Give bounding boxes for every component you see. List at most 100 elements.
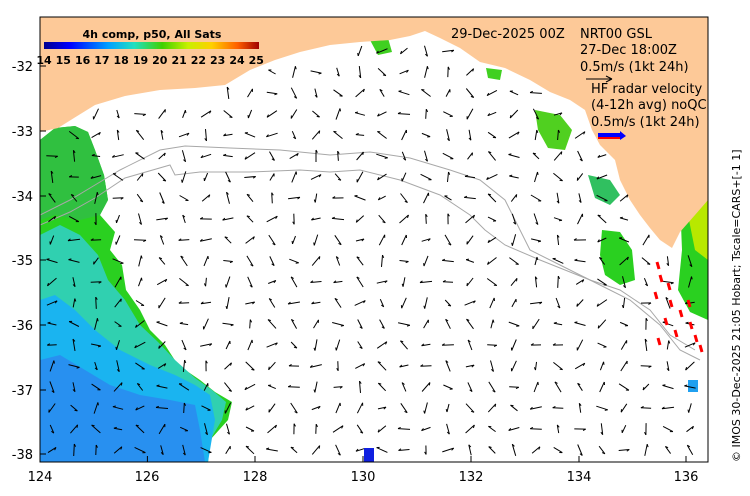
current-arrow-head — [229, 116, 233, 118]
current-arrow — [310, 281, 322, 283]
current-arrow — [445, 319, 451, 329]
current-arrow — [136, 173, 144, 181]
current-arrow — [552, 258, 564, 264]
current-arrow — [94, 318, 98, 330]
current-arrow-head — [626, 449, 630, 452]
current-arrow — [381, 255, 383, 267]
current-arrow — [225, 340, 231, 350]
current-arrow-head — [377, 197, 381, 201]
current-arrow — [245, 301, 255, 305]
current-arrow-head — [648, 365, 652, 368]
current-arrow — [620, 340, 628, 350]
current-arrow-head — [228, 389, 232, 392]
current-arrow — [666, 256, 670, 266]
current-arrow — [226, 87, 230, 99]
current-arrow-head — [182, 452, 186, 456]
current-arrow — [91, 343, 101, 347]
current-arrow — [401, 382, 407, 392]
current-arrow — [224, 362, 232, 370]
current-arrow-head — [554, 381, 558, 384]
current-arrow — [684, 385, 696, 389]
current-arrow — [421, 382, 431, 392]
current-arrow-head — [252, 176, 256, 179]
current-arrow-head — [662, 384, 666, 386]
current-arrow — [465, 88, 475, 98]
current-arrow — [359, 381, 361, 393]
current-arrow-head — [425, 53, 428, 57]
current-arrow — [292, 235, 296, 245]
current-arrow-head — [578, 402, 582, 407]
current-arrow — [377, 382, 387, 392]
current-arrow — [489, 297, 495, 309]
current-arrow-head — [331, 216, 335, 219]
current-arrow — [245, 236, 255, 244]
current-arrow-head — [54, 300, 58, 304]
current-arrow-head — [205, 360, 208, 364]
current-arrow-head — [529, 406, 533, 410]
current-arrow — [135, 362, 145, 370]
current-arrow-head — [184, 359, 187, 364]
model-scale: 0.5m/s (1kt 24h) — [580, 60, 689, 75]
current-arrow-head — [165, 217, 168, 221]
current-arrow-head — [163, 152, 166, 156]
current-arrow — [576, 339, 584, 351]
current-arrow — [333, 280, 343, 284]
current-arrow — [618, 237, 630, 243]
current-arrow — [225, 445, 231, 455]
current-arrow — [269, 256, 275, 266]
current-arrow — [95, 297, 97, 309]
current-arrow — [46, 300, 58, 306]
current-arrow-head — [537, 240, 542, 243]
current-arrow-head — [359, 326, 363, 329]
current-arrow — [686, 444, 694, 456]
current-arrow-head — [494, 403, 497, 408]
current-arrow-head — [274, 424, 277, 429]
current-arrow-head — [272, 243, 276, 246]
current-arrow — [490, 319, 494, 329]
current-arrow-head — [309, 365, 313, 368]
current-arrow-head — [97, 345, 102, 348]
current-arrow — [534, 129, 538, 141]
current-arrow-head — [163, 363, 167, 367]
current-arrow-head — [573, 238, 577, 241]
current-arrow-head — [226, 191, 229, 195]
current-arrow-head — [287, 301, 291, 305]
current-arrow — [112, 406, 124, 410]
current-arrow — [266, 110, 278, 118]
current-arrow-head — [357, 52, 359, 56]
current-arrow-head — [116, 115, 120, 119]
current-arrow — [421, 238, 431, 242]
current-arrow-head — [292, 221, 295, 225]
y-tick: -33 — [12, 125, 33, 140]
current-arrow-head — [199, 238, 203, 242]
current-arrow — [310, 364, 322, 368]
current-arrow-head — [582, 428, 586, 431]
current-arrow — [423, 192, 429, 204]
current-arrow-head — [54, 155, 58, 159]
current-arrow — [135, 320, 145, 328]
current-arrow — [201, 405, 211, 411]
current-arrow-head — [339, 108, 341, 112]
current-arrow — [159, 235, 165, 245]
current-arrow — [464, 196, 476, 200]
current-arrow-head — [400, 340, 404, 343]
current-arrow-head — [493, 344, 498, 347]
current-arrow — [355, 238, 365, 242]
radar-arrow — [673, 329, 679, 338]
current-arrow-head — [293, 96, 297, 99]
current-arrow — [158, 257, 166, 265]
current-arrow — [620, 403, 628, 413]
current-arrow — [400, 340, 408, 350]
current-arrow — [48, 403, 56, 413]
current-arrow-head — [335, 347, 337, 351]
current-arrow — [91, 155, 101, 157]
current-arrow — [443, 384, 453, 390]
current-arrow-head — [646, 444, 649, 448]
current-arrow-head — [251, 368, 255, 371]
x-tick: 130 — [351, 470, 376, 485]
current-arrow-head — [46, 258, 50, 260]
current-arrow-head — [536, 129, 539, 133]
current-arrow — [574, 131, 586, 139]
current-arrow-head — [183, 347, 187, 351]
current-arrow-head — [223, 153, 227, 156]
